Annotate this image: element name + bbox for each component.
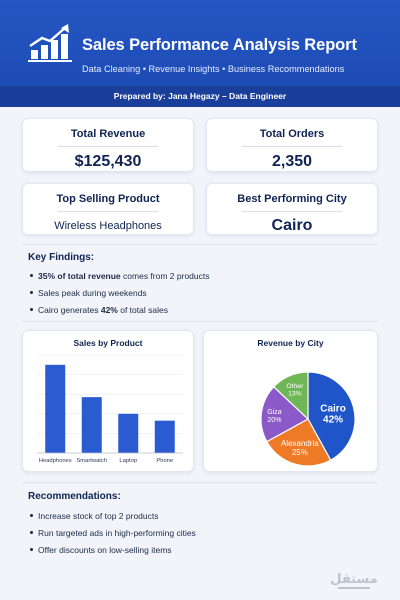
- finding-item: Cairo generates 42% of total sales: [30, 304, 209, 321]
- slice-label: Giza: [267, 409, 282, 416]
- recommendation-item: Run targeted ads in high-performing citi…: [30, 527, 196, 544]
- chart-title: Sales by Product: [73, 338, 143, 348]
- total-revenue-value: $125,430: [74, 153, 142, 170]
- total-orders-card: Total Orders 2,350: [206, 118, 378, 172]
- sales-by-product-chart: Sales by Product Headphones Smartwatch Lap…: [22, 330, 194, 472]
- bar-phone: [154, 420, 175, 453]
- recommendations-list: Increase stock of top 2 products Run tar…: [30, 510, 196, 561]
- pie-slice-alexandria: [265, 418, 332, 467]
- bar-smartwatch: [81, 397, 102, 453]
- svg-text:مستقل: مستقل: [330, 572, 378, 587]
- total-orders-value: 2,350: [271, 153, 313, 170]
- card-divider: [242, 211, 342, 212]
- report-title: Sales Performance Analysis Report: [82, 36, 357, 54]
- key-findings-title: Key Findings:: [28, 252, 95, 263]
- bar-chart-svg: Headphones Smartwatch Laptop Phone: [37, 354, 183, 464]
- recommendations-title: Recommendations:: [28, 491, 121, 502]
- report-subtitle: Data Cleaning • Revenue Insights • Busin…: [82, 64, 345, 74]
- revenue-by-city-chart: Revenue by City Cairo 42% Alexandria 25% Giz…: [203, 330, 378, 472]
- slice-label: Other: [286, 383, 304, 390]
- prepared-by: Prepared by: Jana Hegazy – Data Engineer: [0, 86, 400, 107]
- total-revenue-label: Total Revenue: [70, 128, 146, 140]
- recommendation-item: Offer discounts on low-selling items: [30, 544, 196, 561]
- top-product-value: Wireless Headphones: [54, 220, 162, 232]
- slice-value-label: 42%: [323, 415, 343, 426]
- pie-slice-cairo: [307, 371, 356, 462]
- best-city-value: Cairo: [271, 217, 313, 234]
- card-divider: [58, 211, 158, 212]
- x-tick-label: Phone: [156, 458, 173, 464]
- card-divider: [58, 146, 158, 147]
- total-revenue-card: Total Revenue $125,430: [22, 118, 194, 172]
- card-divider: [242, 146, 342, 147]
- x-tick-label: Headphones: [39, 458, 72, 464]
- finding-item: Sales peak during weekends: [30, 287, 209, 304]
- slice-label: Cairo: [320, 404, 346, 415]
- section-divider: [22, 321, 378, 322]
- finding-item: 35% of total revenue comes from 2 produc…: [30, 270, 209, 287]
- chart-title: Revenue by City: [257, 338, 324, 348]
- pie-slice-giza: [260, 385, 310, 443]
- top-product-label: Top Selling Product: [56, 193, 160, 205]
- top-product-card: Top Selling Product Wireless Headphones: [22, 183, 194, 235]
- mostaql-watermark-logo: مستقل: [330, 572, 378, 589]
- bar-laptop: [118, 413, 139, 453]
- section-divider: [22, 244, 378, 245]
- section-divider: [22, 482, 378, 483]
- key-findings-list: 35% of total revenue comes from 2 produc…: [30, 270, 209, 321]
- best-city-label: Best Performing City: [237, 193, 347, 205]
- bar-headphones: [45, 364, 66, 453]
- slice-value-label: 20%: [267, 417, 281, 424]
- slice-value-label: 13%: [288, 391, 302, 398]
- total-orders-label: Total Orders: [259, 128, 325, 140]
- report-header: Sales Performance Analysis Report Data C…: [0, 0, 400, 107]
- x-tick-label: Smartwatch: [76, 458, 107, 464]
- x-tick-label: Laptop: [119, 458, 137, 464]
- slice-value-label: 25%: [292, 448, 308, 457]
- best-city-card: Best Performing City Cairo: [206, 183, 378, 235]
- slice-label: Alexandria: [281, 439, 319, 448]
- pie-slice-other: [272, 371, 309, 421]
- growth-chart-icon: [28, 24, 72, 62]
- recommendation-item: Increase stock of top 2 products: [30, 510, 196, 527]
